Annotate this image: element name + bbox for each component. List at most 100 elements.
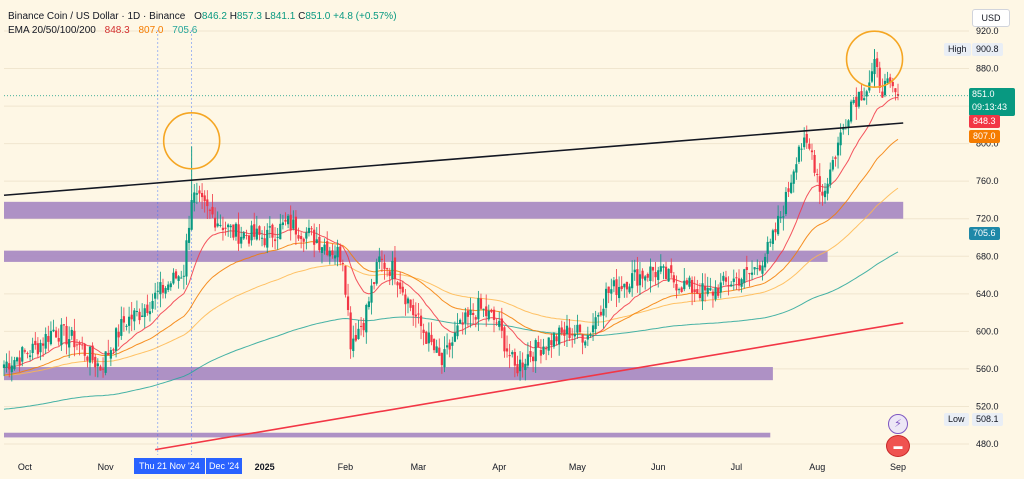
candle-body: [782, 216, 785, 218]
candle-body: [15, 357, 19, 362]
candle-body: [896, 94, 900, 96]
flag-icon[interactable]: ▬: [886, 435, 910, 457]
candle-body: [49, 330, 53, 345]
candle-body: [383, 262, 386, 269]
candle-body: [250, 225, 253, 241]
candle-body: [159, 282, 162, 295]
candle-body: [792, 171, 795, 184]
candle-body: [477, 298, 480, 320]
candle-body: [625, 281, 629, 290]
candle-body: [440, 352, 443, 366]
candle-body: [427, 332, 430, 344]
candle-body: [451, 342, 454, 346]
candle-body: [680, 287, 683, 292]
candle-body: [445, 345, 449, 348]
candle-body: [701, 283, 704, 302]
lightning-icon[interactable]: ⚡: [888, 414, 908, 434]
candle-body: [88, 346, 92, 363]
candle-body: [769, 241, 772, 243]
candle-body: [537, 342, 540, 348]
chart-header: Binance Coin / US Dollar · 1D · Binance …: [8, 11, 397, 22]
trendline-lower: [155, 322, 904, 451]
candle-body: [644, 276, 647, 281]
candle-body: [193, 192, 196, 203]
candle-body: [636, 269, 639, 286]
candle-body: [346, 296, 350, 311]
candle-body: [813, 154, 816, 173]
candle-body: [310, 228, 313, 230]
candle-body: [714, 287, 717, 300]
ema-label[interactable]: EMA 20/50/100/200: [8, 25, 96, 36]
y-tick-label: 600.0: [976, 326, 999, 336]
candle-body: [39, 342, 42, 353]
candle-body: [219, 224, 222, 226]
x-tick-label: 2025: [255, 462, 275, 472]
candle-body: [547, 337, 550, 351]
candle-body: [146, 304, 149, 314]
candle-body: [717, 287, 720, 296]
candle-body: [810, 150, 814, 153]
candle-body: [375, 261, 378, 284]
candle-body: [386, 268, 389, 270]
candle-body: [211, 206, 214, 215]
candle-body: [154, 292, 157, 299]
support-zone: [4, 250, 828, 262]
candle-body: [229, 225, 232, 228]
candle-body: [406, 298, 410, 304]
candle-body: [743, 269, 746, 283]
candle-body: [797, 146, 801, 162]
candle-body: [341, 263, 344, 265]
candle-body: [651, 267, 655, 271]
change-value: +4.8 (+0.57%): [333, 11, 397, 22]
candle-body: [607, 286, 610, 293]
candle-body: [328, 250, 331, 257]
candle-body: [711, 291, 715, 296]
candle-body: [466, 310, 470, 317]
candle-body: [667, 268, 670, 282]
candle-body: [276, 236, 279, 238]
candle-body: [279, 223, 282, 240]
ema200-value: 705.6: [172, 25, 198, 36]
candle-body: [448, 342, 451, 350]
candle-body: [748, 273, 751, 275]
candle-body: [886, 78, 889, 84]
candle-body: [618, 286, 621, 299]
candle-body: [722, 275, 725, 281]
low-value: 841.1: [270, 11, 296, 22]
open-label: O: [194, 11, 202, 22]
candle-body: [539, 349, 543, 356]
candle-body: [65, 325, 68, 345]
candle-body: [289, 214, 292, 231]
candle-body: [878, 67, 881, 88]
candle-body: [292, 219, 295, 229]
candle-body: [31, 343, 34, 353]
candle-body: [836, 142, 840, 156]
candle-body: [62, 324, 66, 326]
candle-body: [855, 96, 858, 107]
high-label-value: 900.8: [972, 43, 1003, 56]
x-tick-label: Sep: [890, 462, 906, 472]
candle-body: [247, 235, 251, 244]
ema20-value: 848.3: [104, 25, 130, 36]
support-zone: [4, 367, 773, 381]
symbol-title[interactable]: Binance Coin / US Dollar · 1D · Binance: [8, 11, 186, 22]
candle-body: [524, 363, 527, 371]
candle-body: [730, 284, 733, 287]
candle-body: [172, 272, 175, 284]
candle-body: [315, 239, 318, 244]
candle-body: [784, 191, 788, 215]
candle-body: [584, 341, 587, 346]
candle-body: [870, 71, 874, 82]
close-value: 851.0: [305, 11, 331, 22]
candle-body: [597, 315, 600, 317]
candle-body: [130, 314, 133, 320]
trendline-upper: [3, 122, 904, 197]
candle-body: [698, 293, 702, 299]
currency-button[interactable]: USD: [972, 9, 1010, 27]
candle-body: [13, 360, 16, 370]
candle-body: [167, 284, 170, 290]
ema50-line: [3, 138, 899, 376]
candle-body: [396, 282, 399, 286]
